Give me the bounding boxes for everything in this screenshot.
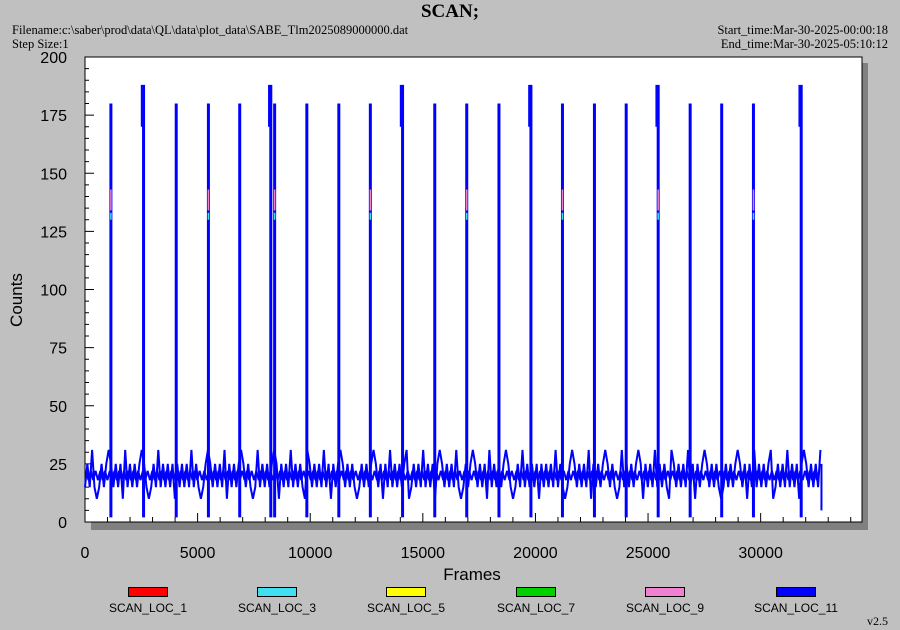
x-axis-label: Frames: [443, 565, 501, 584]
legend-label: SCAN_LOC_9: [625, 601, 705, 615]
y-tick-label: 0: [58, 515, 67, 532]
legend-label: SCAN_LOC_3: [237, 601, 317, 615]
legend-label: SCAN_LOC_1: [108, 601, 188, 615]
y-tick-label: 125: [40, 224, 67, 241]
legend-item-scan-loc-3: SCAN_LOC_3: [217, 585, 337, 615]
y-tick-labels: 0 25 50 75 100 125 150 175 200: [40, 50, 67, 532]
x-tick-label: 20000: [513, 545, 558, 562]
y-tick-label: 100: [40, 283, 67, 300]
plot-area: [84, 56, 863, 523]
legend-item-scan-loc-1: SCAN_LOC_1: [88, 585, 208, 615]
legend-swatch: [386, 587, 426, 597]
legend-label: SCAN_LOC_11: [754, 601, 838, 615]
series-layer: [84, 84, 823, 518]
step-size-text: Step Size:1: [12, 37, 69, 51]
y-tick-label: 200: [40, 50, 67, 67]
tick-marks: [84, 56, 852, 523]
y-tick-label: 175: [40, 108, 67, 125]
legend-swatch: [645, 587, 685, 597]
header-right: Start_time:Mar-30-2025-00:00:18 End_time…: [717, 23, 888, 51]
filename-text: Filename:c:\saber\prod\data\QL\data\plot…: [12, 23, 409, 37]
x-tick-label: 5000: [180, 545, 216, 562]
legend-item-scan-loc-9: SCAN_LOC_9: [605, 585, 725, 615]
y-tick-label: 25: [49, 457, 67, 474]
legend: SCAN_LOC_1 SCAN_LOC_3 SCAN_LOC_5 SCAN_LOC_7…: [0, 585, 900, 617]
x-tick-label: 15000: [401, 545, 446, 562]
x-tick-label: 25000: [626, 545, 671, 562]
y-axis-label: Counts: [7, 273, 26, 327]
legend-item-scan-loc-7: SCAN_LOC_7: [476, 585, 596, 615]
legend-swatch: [128, 587, 168, 597]
legend-swatch: [516, 587, 556, 597]
y-tick-label: 150: [40, 166, 67, 183]
x-tick-label: 0: [81, 545, 90, 562]
start-time-text: Start_time:Mar-30-2025-00:00:18: [717, 23, 888, 37]
y-tick-label: 75: [49, 341, 67, 358]
chart-title: SCAN;: [420, 1, 480, 22]
version-label: v2.5: [867, 614, 888, 628]
y-tick-label: 50: [49, 399, 67, 416]
legend-swatch: [257, 587, 297, 597]
legend-item-scan-loc-5: SCAN_LOC_5: [346, 585, 466, 615]
x-tick-label: 30000: [738, 545, 783, 562]
legend-label: SCAN_LOC_7: [496, 601, 576, 615]
legend-item-scan-loc-11: SCAN_LOC_11: [736, 585, 856, 615]
end-time-text: End_time:Mar-30-2025-05:10:12: [720, 37, 888, 51]
x-tick-labels: 0 5000 10000 15000 20000 25000 30000: [81, 545, 783, 562]
legend-label: SCAN_LOC_5: [366, 601, 446, 615]
header-left: Filename:c:\saber\prod\data\QL\data\plot…: [12, 23, 408, 51]
x-tick-label: 10000: [288, 545, 333, 562]
legend-swatch: [776, 587, 816, 597]
